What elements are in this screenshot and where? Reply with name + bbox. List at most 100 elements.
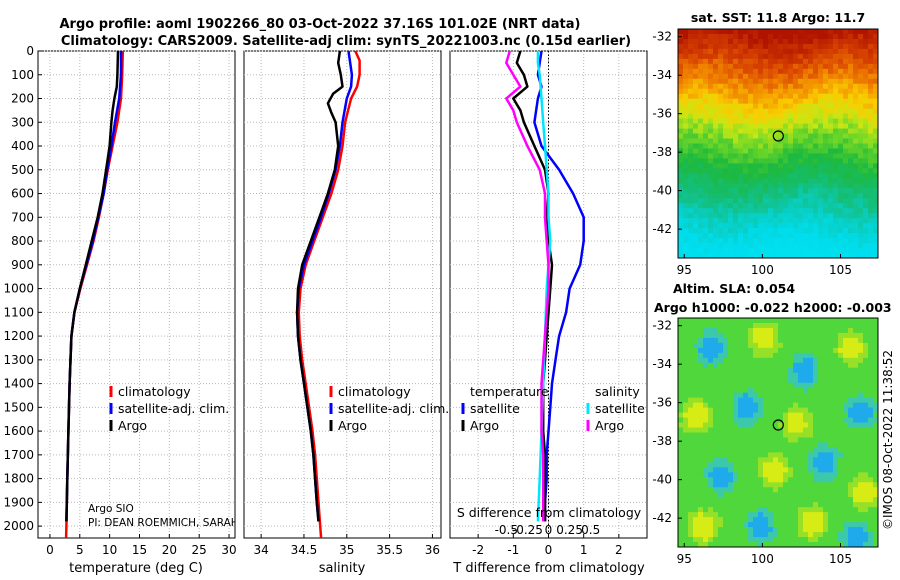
heatmap-cell bbox=[863, 502, 869, 508]
difference-lines bbox=[505, 51, 585, 522]
heatmap-cell bbox=[778, 407, 784, 414]
heatmap-cell bbox=[803, 392, 809, 399]
heatmap-cell bbox=[688, 422, 694, 429]
heatmap-cell bbox=[733, 238, 739, 244]
heatmap-cell bbox=[733, 68, 739, 75]
heatmap-cell bbox=[823, 422, 829, 429]
heatmap-cell bbox=[853, 367, 859, 374]
heatmap-cell bbox=[733, 507, 739, 513]
heatmap-cell bbox=[688, 472, 694, 478]
series-line-argo bbox=[295, 51, 344, 522]
heatmap-cell bbox=[688, 73, 694, 80]
heatmap-cell bbox=[688, 103, 694, 110]
heatmap-cell bbox=[818, 342, 824, 349]
heatmap-cell bbox=[703, 392, 709, 399]
heatmap-cell bbox=[753, 318, 759, 324]
heatmap-cell bbox=[728, 332, 734, 339]
heatmap-cell bbox=[868, 43, 874, 50]
heatmap-cell bbox=[748, 422, 754, 429]
heatmap-cell bbox=[708, 98, 714, 105]
heatmap-cell bbox=[793, 377, 799, 384]
heatmap-cell bbox=[823, 472, 829, 478]
heatmap-cell bbox=[853, 223, 859, 229]
heatmap-cell bbox=[788, 432, 794, 438]
heatmap-cell bbox=[738, 173, 744, 179]
heatmap-cell bbox=[693, 113, 699, 120]
heatmap-cell bbox=[803, 512, 809, 518]
heatmap-cell bbox=[848, 78, 854, 85]
heatmap-cell bbox=[683, 113, 689, 120]
heatmap-cell bbox=[793, 392, 799, 399]
heatmap-cell bbox=[753, 93, 759, 100]
heatmap-cell bbox=[678, 332, 684, 339]
heatmap-cell bbox=[868, 497, 874, 503]
heatmap-cell bbox=[828, 138, 834, 144]
heatmap-cell bbox=[828, 318, 834, 324]
heatmap-cell bbox=[723, 163, 729, 169]
heatmap-cell bbox=[828, 103, 834, 110]
heatmap-cell bbox=[678, 392, 684, 399]
heatmap-cell bbox=[808, 188, 814, 194]
heatmap-cell bbox=[758, 397, 764, 404]
heatmap-cell bbox=[783, 98, 789, 105]
heatmap-cell bbox=[858, 138, 864, 144]
heatmap-cell bbox=[723, 218, 729, 224]
heatmap-cell bbox=[703, 98, 709, 105]
heatmap-cell bbox=[763, 118, 769, 125]
heatmap-cell bbox=[813, 208, 819, 214]
heatmap-cell bbox=[708, 472, 714, 478]
heatmap-cell bbox=[843, 198, 849, 204]
heatmap-cell bbox=[813, 457, 819, 463]
heatmap-cell bbox=[718, 342, 724, 349]
heatmap-cell bbox=[818, 168, 824, 174]
heatmap-cell bbox=[843, 208, 849, 214]
heatmap-cell bbox=[678, 58, 684, 65]
heatmap-cell bbox=[748, 33, 754, 40]
heatmap-cell bbox=[863, 193, 869, 199]
heatmap-cell bbox=[788, 198, 794, 204]
heatmap-cell bbox=[763, 512, 769, 518]
heatmap-cell bbox=[693, 427, 699, 433]
heatmap-cell bbox=[818, 487, 824, 493]
heatmap-cell bbox=[813, 238, 819, 244]
heatmap-cell bbox=[828, 198, 834, 204]
heatmap-cell bbox=[868, 48, 874, 55]
heatmap-cell bbox=[728, 472, 734, 478]
heatmap-cell bbox=[818, 243, 824, 249]
heatmap-cell bbox=[708, 372, 714, 379]
heatmap-cell bbox=[773, 188, 779, 194]
heatmap-cell bbox=[688, 477, 694, 483]
heatmap-cell bbox=[788, 173, 794, 179]
heatmap-cell bbox=[783, 367, 789, 374]
heatmap-cell bbox=[853, 332, 859, 339]
heatmap-cell bbox=[868, 427, 874, 433]
heatmap-cell bbox=[743, 78, 749, 85]
heatmap-cell bbox=[758, 532, 764, 538]
heatmap-cell bbox=[703, 492, 709, 498]
heatmap-cell bbox=[758, 377, 764, 384]
heatmap-cell bbox=[783, 457, 789, 463]
heatmap-cell bbox=[843, 332, 849, 339]
heatmap-cell bbox=[833, 93, 839, 100]
heatmap-cell bbox=[798, 73, 804, 80]
heatmap-cell bbox=[818, 447, 824, 453]
heatmap-cell bbox=[803, 497, 809, 503]
heatmap-cell bbox=[733, 482, 739, 488]
heatmap-cell bbox=[838, 243, 844, 249]
heatmap-cell bbox=[738, 143, 744, 149]
heatmap-cell bbox=[693, 357, 699, 364]
heatmap-cell bbox=[753, 38, 759, 45]
heatmap-cell bbox=[753, 88, 759, 95]
heatmap-cell bbox=[828, 482, 834, 488]
map-y-tick-label: -40 bbox=[652, 184, 672, 198]
heatmap-cell bbox=[828, 63, 834, 70]
heatmap-cell bbox=[723, 118, 729, 125]
heatmap-cell bbox=[708, 367, 714, 374]
depth-axis: 0100200300400500600700800900100011001200… bbox=[3, 44, 34, 533]
heatmap-cell bbox=[733, 502, 739, 508]
heatmap-cell bbox=[773, 148, 779, 154]
heatmap-cell bbox=[713, 228, 719, 234]
heatmap-cell bbox=[848, 178, 854, 184]
heatmap-cell bbox=[793, 402, 799, 409]
heatmap-cell bbox=[688, 462, 694, 468]
